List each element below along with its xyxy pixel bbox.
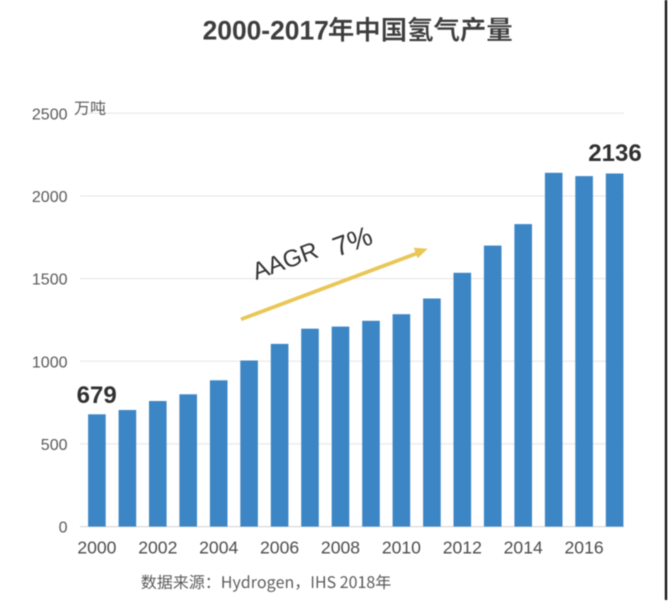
svg-text:2006: 2006 (260, 537, 299, 557)
svg-text:2004: 2004 (199, 537, 238, 557)
svg-text:2000: 2000 (32, 189, 68, 206)
svg-text:2000: 2000 (77, 537, 116, 557)
svg-text:2136: 2136 (588, 140, 641, 167)
svg-text:1500: 1500 (32, 272, 68, 289)
svg-text:2010: 2010 (382, 537, 421, 557)
svg-text:679: 679 (77, 382, 117, 409)
svg-text:2016: 2016 (565, 537, 604, 557)
svg-text:500: 500 (41, 437, 68, 454)
svg-text:2012: 2012 (443, 537, 482, 557)
svg-text:2500: 2500 (32, 106, 68, 123)
svg-text:1000: 1000 (32, 354, 68, 371)
svg-text:2008: 2008 (321, 537, 360, 557)
svg-text:2002: 2002 (138, 537, 177, 557)
svg-text:2014: 2014 (504, 537, 543, 557)
svg-text:2000-2017: 2000-2017 (203, 15, 329, 45)
svg-text:0: 0 (59, 520, 68, 537)
